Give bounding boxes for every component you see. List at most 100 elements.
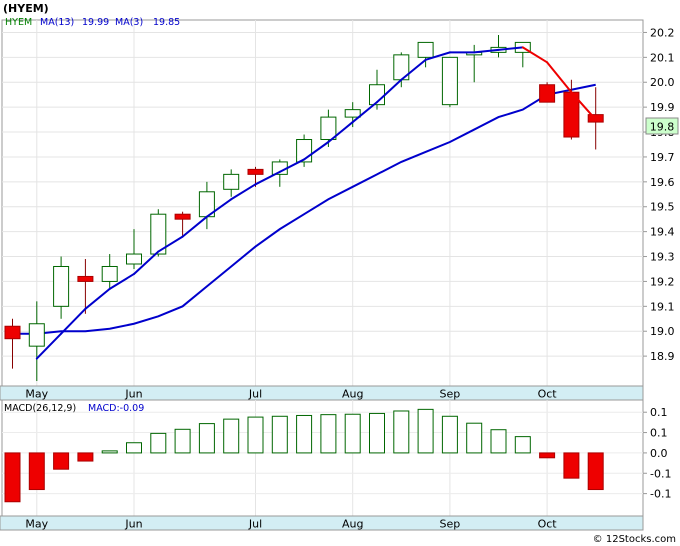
ma3-segment xyxy=(521,46,549,64)
month-labels-top: May Jun Jul Aug Sep Oct xyxy=(25,388,557,401)
macd-bar-positive xyxy=(369,412,385,454)
macd-bar-positive xyxy=(344,413,361,454)
candle-body-up xyxy=(223,173,240,190)
legend-ma3-value: 19.85 xyxy=(153,17,180,28)
candle xyxy=(77,259,94,314)
price-tick-label: 19.6 xyxy=(650,176,675,189)
candle-body-up xyxy=(441,56,458,106)
candle xyxy=(539,82,556,103)
macd-bar-negative xyxy=(53,452,70,470)
price-tick-label: 19.3 xyxy=(650,251,675,264)
macd-bar-negative xyxy=(539,452,556,459)
legend-ma13-label: MA(13) xyxy=(40,17,74,28)
macd-bar-positive xyxy=(441,415,458,454)
month-labels-bottom: May Jun Jul Aug Sep Oct xyxy=(25,518,557,531)
ma3-segment xyxy=(351,101,378,124)
candle-body-up xyxy=(28,323,45,347)
macd-bar-positive xyxy=(320,414,337,454)
macd-tick-label: 0.1 xyxy=(650,406,668,419)
price-tick-label: 19.2 xyxy=(650,275,675,288)
ma3-segment xyxy=(546,61,573,94)
candle xyxy=(4,318,21,369)
macd-histogram xyxy=(4,408,604,503)
candle-body-up xyxy=(101,265,118,282)
macd-bar-negative xyxy=(77,452,94,462)
price-tick-label: 19.0 xyxy=(650,325,675,338)
candle-body-down xyxy=(77,275,94,282)
month-axis-top: May Jun Jul Aug Sep Oct xyxy=(0,385,644,401)
copyright-text: © 12Stocks.com xyxy=(593,534,676,545)
price-tick-label: 19.5 xyxy=(650,201,675,214)
ma3-segment xyxy=(376,78,403,104)
macd-bar-negative xyxy=(28,452,45,491)
candle xyxy=(126,229,142,269)
macd-bar-positive xyxy=(223,418,240,454)
month-label: Oct xyxy=(538,518,558,531)
macd-tick-label: -0.1 xyxy=(650,488,671,501)
month-label: Jul xyxy=(248,388,262,401)
legend-ma3-label: MA(3) xyxy=(115,17,143,28)
macd-y-axis: 0.1 0.1 0.0 -0.1 -0.1 xyxy=(643,406,671,501)
candle xyxy=(223,169,240,197)
candle-body-up xyxy=(126,253,142,265)
candle-body-up xyxy=(344,109,361,118)
ma3-segment xyxy=(35,332,63,360)
month-label: Oct xyxy=(538,388,558,401)
price-tick-label: 20.1 xyxy=(650,51,675,64)
macd-bar-positive xyxy=(490,429,507,454)
ma13-path xyxy=(12,83,596,335)
macd-tick-label: 0.1 xyxy=(650,427,668,440)
ma3-segment xyxy=(327,121,354,143)
price-panel: 18.9 19.0 19.1 19.2 19.3 19.4 19.5 19.6 19.7 19.8… xyxy=(1,2,679,387)
ma13-line xyxy=(12,83,596,335)
ma3-segment xyxy=(303,141,330,161)
price-tick-label: 20.0 xyxy=(650,76,675,89)
month-label: May xyxy=(25,518,48,531)
last-price-marker: 19.8 xyxy=(645,117,679,135)
price-gridlines xyxy=(2,20,643,386)
macd-bar-positive xyxy=(150,432,167,454)
candle-body-up xyxy=(150,213,167,255)
candlesticks xyxy=(4,34,604,382)
price-tick-label: 18.9 xyxy=(650,350,675,363)
month-label: Jun xyxy=(124,518,142,531)
macd-tick-label: -0.1 xyxy=(650,467,671,480)
macd-bar-positive xyxy=(126,442,142,454)
ma3-segment xyxy=(205,198,233,218)
macd-bar-positive xyxy=(514,436,531,454)
macd-bar-positive xyxy=(247,416,264,454)
ma3-segment xyxy=(181,215,208,238)
candle-body-up xyxy=(417,41,434,58)
ma3-segment xyxy=(570,91,597,121)
candle-body-down xyxy=(174,213,191,220)
candle xyxy=(53,256,70,319)
ma3-segment xyxy=(108,272,135,290)
macd-tick-label: 0.0 xyxy=(650,447,668,460)
candle xyxy=(417,41,434,68)
month-label: Jun xyxy=(124,388,142,401)
price-tick-label: 19.4 xyxy=(650,226,675,239)
ma3-segment xyxy=(230,183,257,201)
ma3-segment xyxy=(133,250,160,275)
macd-bar-positive xyxy=(393,410,410,454)
legend-ma13-value: 19.99 xyxy=(82,17,109,28)
ma3-segment xyxy=(254,170,281,186)
macd-bar-negative xyxy=(4,452,21,503)
price-tick-label: 20.2 xyxy=(650,26,675,39)
month-label: Aug xyxy=(342,518,363,531)
macd-bar-positive xyxy=(271,415,288,454)
chart-title: (HYEM) xyxy=(3,2,49,15)
month-label: Sep xyxy=(440,388,461,401)
macd-bar-positive xyxy=(101,450,118,454)
price-tick-label: 19.7 xyxy=(650,151,675,164)
candle xyxy=(174,211,191,237)
macd-panel: 0.1 0.1 0.0 -0.1 -0.1 MACD(26,12,9) MACD:-0.… xyxy=(1,399,671,517)
ma3-segment xyxy=(278,158,306,173)
candle-body-down xyxy=(247,168,264,175)
month-axis-bottom: May Jun Jul Aug Sep Oct xyxy=(0,515,644,531)
candle xyxy=(320,109,337,147)
ma3-line xyxy=(35,46,597,360)
macd-bar-negative xyxy=(563,452,580,479)
candle-body-up xyxy=(320,116,337,141)
price-tick-label: 19.9 xyxy=(650,101,675,114)
